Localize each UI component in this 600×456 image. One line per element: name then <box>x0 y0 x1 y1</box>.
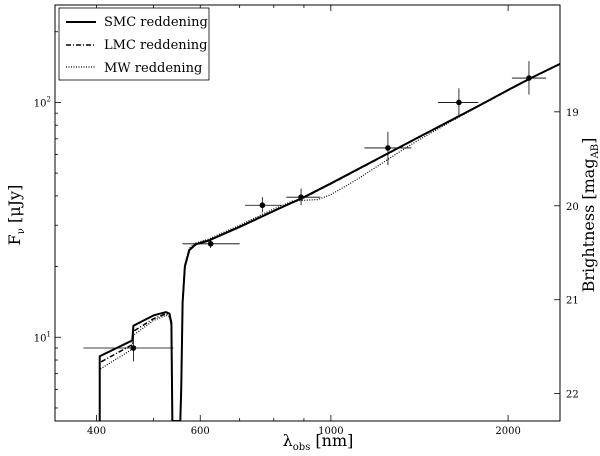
data-points-layer <box>83 61 547 362</box>
legend-label-smc: SMC reddening <box>104 15 208 30</box>
series-line-mw <box>99 63 560 421</box>
data-point-3 <box>245 197 282 213</box>
data-marker <box>259 202 266 209</box>
data-point-2 <box>182 239 240 248</box>
x-tick-label: 2000 <box>495 426 520 437</box>
data-point-4 <box>286 188 321 206</box>
right-tick-label: 21 <box>566 296 579 307</box>
x-tick-label: 1000 <box>318 426 343 437</box>
legend-label-lmc: LMC reddening <box>104 38 208 53</box>
ticks-layer: 400 600 1000 2000 101 102 19 20 21 22 <box>34 5 579 437</box>
series-layer <box>98 62 560 421</box>
series-line-lmc <box>98 63 560 421</box>
legend-label-mw: MW reddening <box>104 61 202 76</box>
right-tick-label: 22 <box>566 390 579 401</box>
data-marker <box>298 194 304 200</box>
data-marker <box>130 345 137 351</box>
legend-box <box>58 7 210 81</box>
y-tick-label: 102 <box>34 95 51 109</box>
data-marker <box>456 99 462 106</box>
data-marker <box>526 75 532 81</box>
data-point-7 <box>511 61 547 95</box>
data-marker <box>207 241 214 247</box>
right-axis-label: Brightness [magAB] <box>579 138 600 293</box>
legend: SMC reddening LMC reddening MW reddening <box>58 7 210 81</box>
data-point-1 <box>83 335 174 362</box>
x-tick-label: 600 <box>191 426 210 437</box>
data-point-5 <box>364 131 412 166</box>
data-marker <box>385 145 391 151</box>
x-tick-label: 400 <box>87 426 106 437</box>
y-tick-label: 101 <box>34 330 51 344</box>
right-tick-label: 20 <box>566 202 579 213</box>
series-line-smc <box>98 62 560 421</box>
plot-frame <box>54 4 561 422</box>
data-point-6 <box>437 88 479 116</box>
x-axis-label: λobs [nm] <box>283 431 354 453</box>
right-tick-label: 19 <box>566 108 579 119</box>
y-axis-label: Fν [μJy] <box>5 185 27 246</box>
